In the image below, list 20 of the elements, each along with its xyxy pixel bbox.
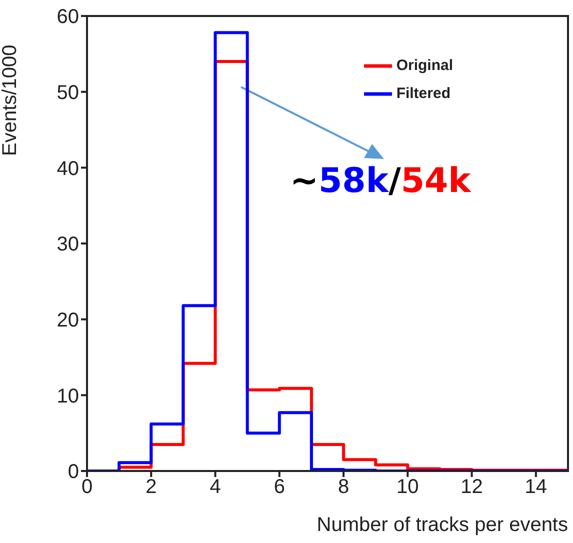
x-tick-label: 2 [146, 476, 157, 498]
x-tick-label: 12 [460, 476, 483, 498]
y-tick-label: 10 [56, 385, 79, 408]
x-tick-label: 0 [81, 476, 93, 498]
y-axis-title: Events/1000 [0, 44, 22, 156]
x-tick-label: 4 [210, 476, 221, 498]
y-tick-label: 0 [68, 461, 79, 484]
x-axis-title: Number of tracks per events [316, 514, 568, 536]
x-tick-label: 8 [338, 476, 350, 498]
legend-label: Original [396, 56, 453, 74]
annotation: ~58k/54k [290, 161, 472, 201]
x-tick-label: 14 [524, 476, 548, 498]
y-tick-label: 50 [56, 82, 79, 104]
x-tick-label: 10 [396, 476, 419, 498]
legend-label: Filtered [396, 84, 450, 102]
x-tick-label: 6 [274, 476, 285, 498]
y-tick-label: 20 [56, 309, 79, 332]
y-tick-label: 60 [56, 6, 79, 28]
y-tick-label: 30 [56, 234, 79, 256]
y-tick-label: 40 [56, 158, 79, 180]
